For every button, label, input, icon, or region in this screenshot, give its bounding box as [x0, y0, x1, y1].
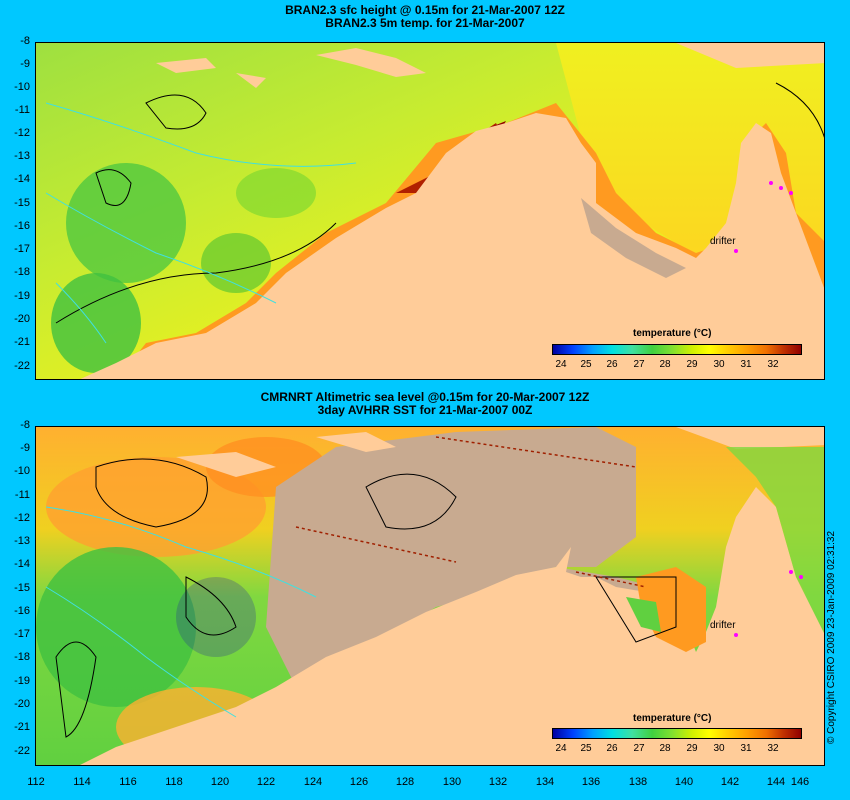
nodata-region: [266, 427, 636, 687]
drifter-label-1: drifter: [710, 236, 736, 247]
lon-label: 140: [674, 776, 694, 788]
panel-2-title-line2: 3day AVHRR SST for 21-Mar-2007 00Z: [317, 403, 533, 417]
lat-label: -11: [14, 489, 30, 501]
lat-label: -20: [14, 698, 30, 710]
legend-2-tick: 26: [606, 743, 618, 754]
lon-label: 120: [210, 776, 230, 788]
island-timor: [316, 48, 426, 77]
lat-label: -21: [14, 336, 30, 348]
lat-label: -16: [14, 220, 30, 232]
lat-label: -18: [14, 651, 30, 663]
panel-2-title-line1: CMRNRT Altimetric sea level @0.15m for 2…: [260, 390, 590, 404]
panel-1-title-line2: BRAN2.3 5m temp. for 21-Mar-2007: [325, 16, 525, 30]
legend-2-tick: 24: [555, 743, 567, 754]
map-panel-1: [35, 42, 825, 380]
legend-1-tick: 31: [740, 359, 752, 370]
lon-label: 128: [395, 776, 415, 788]
map-1-graphic: [36, 43, 824, 379]
lat-label: -19: [14, 290, 30, 302]
lat-label: -8: [20, 419, 30, 431]
legend-1-tick: 32: [767, 359, 779, 370]
lat-label: -9: [20, 442, 30, 454]
lat-label: -14: [14, 173, 30, 185]
lat-label: -9: [20, 58, 30, 70]
lon-label: 138: [628, 776, 648, 788]
lat-label: -22: [14, 745, 30, 757]
lon-label: 122: [256, 776, 276, 788]
lat-label: -19: [14, 675, 30, 687]
lon-label: 132: [488, 776, 508, 788]
map-2-graphic: [36, 427, 824, 765]
lon-label: 142: [720, 776, 740, 788]
lat-label: -12: [14, 512, 30, 524]
lat-label: -18: [14, 266, 30, 278]
legend-2-tick: 31: [740, 743, 752, 754]
lon-label: 130: [442, 776, 462, 788]
lat-label: -15: [14, 197, 30, 209]
lon-label: 126: [349, 776, 369, 788]
island-timor: [176, 452, 276, 477]
legend-2-tick: 28: [659, 743, 671, 754]
legend-2-tick: 25: [580, 743, 592, 754]
legend-1-tick: 28: [659, 359, 671, 370]
lat-label: -12: [14, 127, 30, 139]
legend-1-title: temperature (°C): [633, 328, 712, 339]
lat-label: -16: [14, 605, 30, 617]
lat-label: -17: [14, 243, 30, 255]
lat-label: -10: [14, 465, 30, 477]
legend-1-tick: 27: [633, 359, 645, 370]
lon-label: 136: [581, 776, 601, 788]
lat-label: -13: [14, 150, 30, 162]
lat-label: -17: [14, 628, 30, 640]
legend-2-tick: 32: [767, 743, 779, 754]
legend-2-colorbar: [552, 728, 802, 739]
lon-label: 144: [766, 776, 786, 788]
legend-1-colorbar: [552, 344, 802, 355]
legend-1-tick: 25: [580, 359, 592, 370]
lat-label: -21: [14, 721, 30, 733]
lat-label: -10: [14, 81, 30, 93]
land-australia: [80, 487, 824, 765]
legend-1-tick: 26: [606, 359, 618, 370]
legend-2-tick: 27: [633, 743, 645, 754]
lat-label: -14: [14, 558, 30, 570]
lat-label: -11: [14, 104, 30, 116]
lon-label: 118: [165, 776, 183, 788]
legend-2-tick: 30: [713, 743, 725, 754]
map-panel-2: [35, 426, 825, 766]
legend-2-tick: 29: [686, 743, 698, 754]
drifter-label-2: drifter: [710, 620, 736, 631]
lon-label: 116: [119, 776, 137, 788]
lon-label: 134: [535, 776, 555, 788]
lon-label: 112: [27, 776, 45, 788]
copyright-text: © Copyright CSIRO 2009 23-Jan-2009 02:31…: [826, 530, 837, 744]
legend-1-tick: 30: [713, 359, 725, 370]
legend-2-title: temperature (°C): [633, 713, 712, 724]
lat-label: -22: [14, 360, 30, 372]
lon-label: 146: [790, 776, 810, 788]
panel-1-title-line1: BRAN2.3 sfc height @ 0.15m for 21-Mar-20…: [285, 3, 565, 17]
lon-label: 124: [303, 776, 323, 788]
legend-1-tick: 29: [686, 359, 698, 370]
island-sumba: [156, 58, 216, 73]
lat-label: -15: [14, 582, 30, 594]
lat-label: -8: [20, 35, 30, 47]
land-australia: [80, 113, 824, 379]
lat-label: -13: [14, 535, 30, 547]
lon-label: 114: [73, 776, 91, 788]
legend-1-tick: 24: [555, 359, 567, 370]
lat-label: -20: [14, 313, 30, 325]
